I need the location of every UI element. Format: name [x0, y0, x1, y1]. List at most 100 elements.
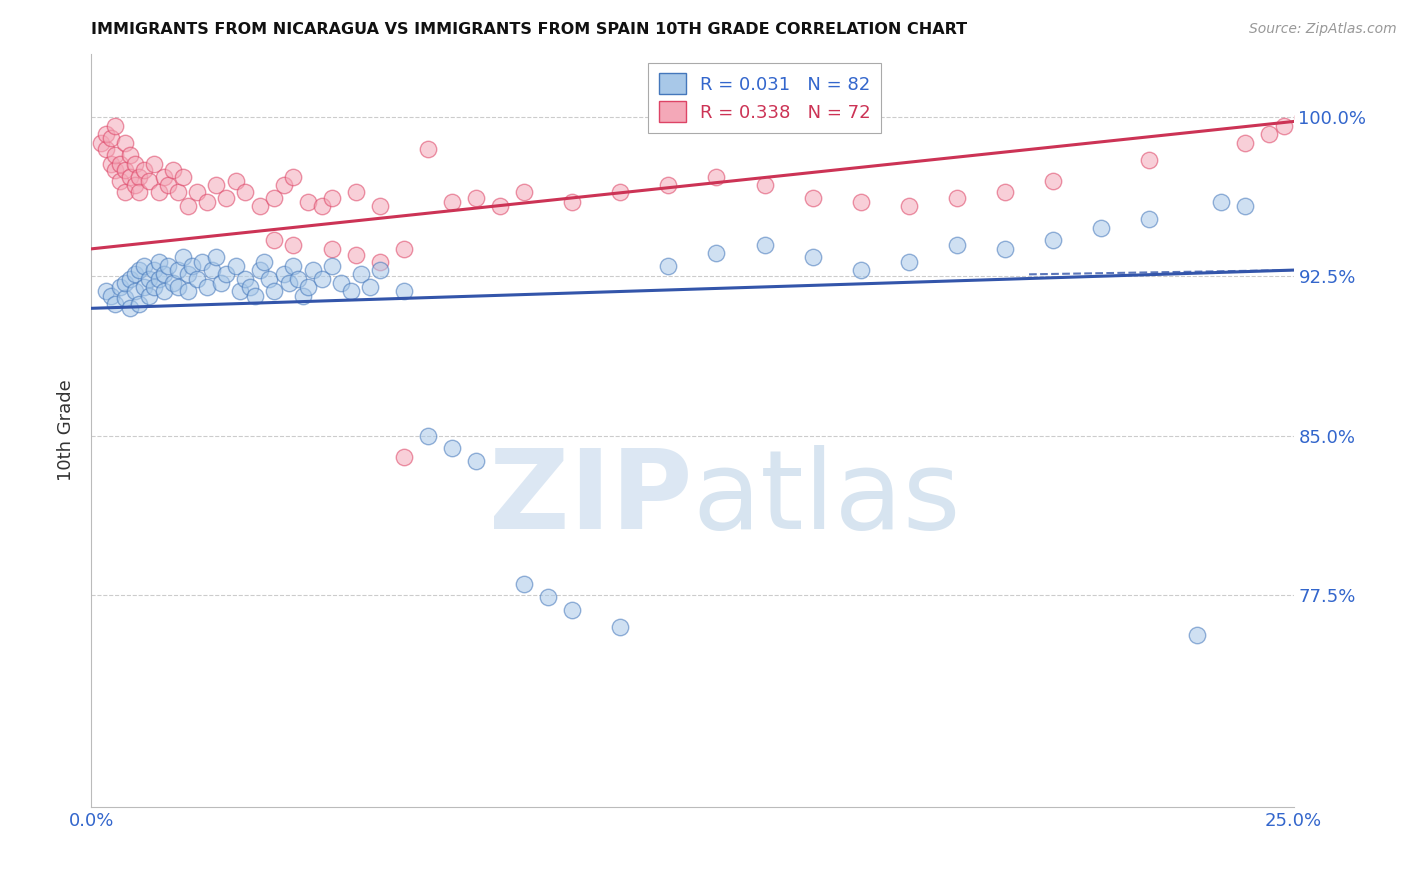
Point	[1137, 153, 1160, 167]
Point	[124, 157, 146, 171]
Point	[134, 259, 156, 273]
Point	[195, 195, 218, 210]
Point	[537, 590, 560, 604]
Point	[344, 248, 367, 262]
Point	[287, 271, 309, 285]
Point	[359, 280, 381, 294]
Point	[128, 185, 150, 199]
Point	[114, 291, 136, 305]
Point	[297, 195, 319, 210]
Point	[100, 157, 122, 171]
Point	[128, 297, 150, 311]
Point	[321, 259, 343, 273]
Point	[233, 271, 256, 285]
Point	[368, 263, 391, 277]
Point	[118, 169, 141, 184]
Point	[209, 276, 232, 290]
Point	[273, 268, 295, 282]
Point	[249, 199, 271, 213]
Point	[706, 246, 728, 260]
Point	[233, 185, 256, 199]
Point	[134, 163, 156, 178]
Point	[118, 301, 141, 316]
Point	[104, 163, 127, 178]
Point	[124, 268, 146, 282]
Point	[172, 251, 194, 265]
Point	[1234, 136, 1257, 150]
Point	[176, 285, 198, 299]
Point	[283, 259, 305, 273]
Point	[994, 242, 1017, 256]
Point	[225, 259, 247, 273]
Point	[225, 174, 247, 188]
Point	[1258, 127, 1281, 141]
Point	[186, 185, 208, 199]
Point	[152, 268, 174, 282]
Point	[416, 428, 439, 442]
Point	[440, 195, 463, 210]
Y-axis label: 10th Grade: 10th Grade	[56, 379, 75, 482]
Point	[297, 280, 319, 294]
Point	[946, 237, 969, 252]
Point	[1187, 628, 1209, 642]
Point	[205, 178, 228, 193]
Point	[849, 263, 872, 277]
Point	[100, 288, 122, 302]
Point	[849, 195, 872, 210]
Point	[1292, 110, 1315, 124]
Point	[897, 199, 920, 213]
Point	[368, 199, 391, 213]
Point	[897, 254, 920, 268]
Point	[157, 259, 180, 273]
Point	[263, 285, 285, 299]
Point	[465, 454, 488, 468]
Point	[124, 178, 146, 193]
Point	[157, 178, 180, 193]
Point	[801, 251, 824, 265]
Point	[273, 178, 295, 193]
Point	[609, 185, 631, 199]
Point	[90, 136, 112, 150]
Point	[114, 276, 136, 290]
Point	[114, 136, 136, 150]
Point	[201, 263, 224, 277]
Point	[513, 185, 536, 199]
Point	[215, 191, 238, 205]
Point	[321, 242, 343, 256]
Point	[142, 157, 165, 171]
Point	[1234, 199, 1257, 213]
Point	[1090, 220, 1112, 235]
Point	[100, 131, 122, 145]
Point	[350, 268, 373, 282]
Point	[134, 280, 156, 294]
Text: ZIP: ZIP	[489, 445, 692, 552]
Point	[239, 280, 262, 294]
Point	[368, 254, 391, 268]
Point	[754, 237, 776, 252]
Point	[263, 191, 285, 205]
Point	[167, 280, 190, 294]
Point	[148, 185, 170, 199]
Point	[243, 288, 266, 302]
Point	[321, 191, 343, 205]
Point	[94, 285, 117, 299]
Point	[465, 191, 488, 205]
Point	[311, 271, 333, 285]
Point	[392, 285, 415, 299]
Point	[440, 442, 463, 456]
Point	[513, 577, 536, 591]
Point	[291, 288, 314, 302]
Point	[138, 174, 160, 188]
Point	[162, 276, 184, 290]
Point	[1042, 233, 1064, 247]
Point	[94, 142, 117, 156]
Point	[215, 268, 238, 282]
Point	[994, 185, 1017, 199]
Point	[801, 191, 824, 205]
Point	[1137, 212, 1160, 227]
Point	[754, 178, 776, 193]
Point	[259, 271, 281, 285]
Point	[142, 263, 165, 277]
Point	[330, 276, 353, 290]
Point	[249, 263, 271, 277]
